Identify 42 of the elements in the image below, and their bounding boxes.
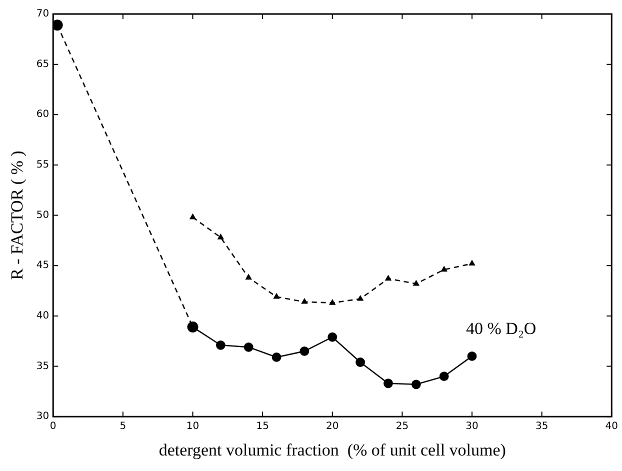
point bbox=[356, 294, 364, 301]
y-axis-title: R - FACTOR ( % ) bbox=[8, 150, 27, 280]
point bbox=[468, 260, 476, 266]
point bbox=[273, 292, 280, 299]
point bbox=[329, 298, 336, 305]
y-tick-label: 70 bbox=[36, 8, 50, 20]
point bbox=[301, 298, 308, 304]
y-tick-label: 65 bbox=[36, 58, 50, 70]
point bbox=[189, 213, 196, 220]
point bbox=[244, 342, 254, 352]
point bbox=[328, 332, 338, 342]
y-tick-label: 60 bbox=[36, 109, 50, 120]
y-tick-label: 35 bbox=[36, 360, 50, 372]
y-tick-label: 45 bbox=[36, 260, 50, 272]
series-label: 40 % D₂O bbox=[466, 319, 536, 338]
x-tick-label: 0 bbox=[50, 421, 56, 432]
point bbox=[217, 234, 224, 240]
x-tick-label: 5 bbox=[120, 421, 126, 432]
point bbox=[356, 358, 366, 367]
y-tick-label: 40 bbox=[36, 310, 50, 322]
point bbox=[300, 346, 310, 356]
x-tick-label: 40 bbox=[605, 421, 618, 432]
point bbox=[384, 378, 393, 388]
point bbox=[440, 266, 448, 272]
y-tick-label: 50 bbox=[36, 210, 50, 221]
point bbox=[272, 352, 282, 362]
point bbox=[384, 274, 392, 281]
y-tick-label: 55 bbox=[36, 160, 50, 171]
x-tick-label: 10 bbox=[186, 421, 200, 432]
x-tick-label: 25 bbox=[396, 421, 409, 432]
x-axis-title: detergent volumic fraction (% of unit cell volume) bbox=[158, 440, 506, 460]
point bbox=[216, 340, 226, 350]
x-tick-label: 15 bbox=[256, 421, 269, 432]
point bbox=[245, 274, 252, 280]
point bbox=[467, 352, 477, 361]
point bbox=[439, 372, 449, 382]
point bbox=[411, 380, 421, 390]
y-tick-label: 30 bbox=[36, 411, 50, 422]
x-tick-label: 35 bbox=[535, 421, 548, 432]
x-tick-label: 20 bbox=[326, 421, 339, 432]
point bbox=[412, 280, 420, 286]
x-tick-label: 30 bbox=[466, 421, 478, 432]
